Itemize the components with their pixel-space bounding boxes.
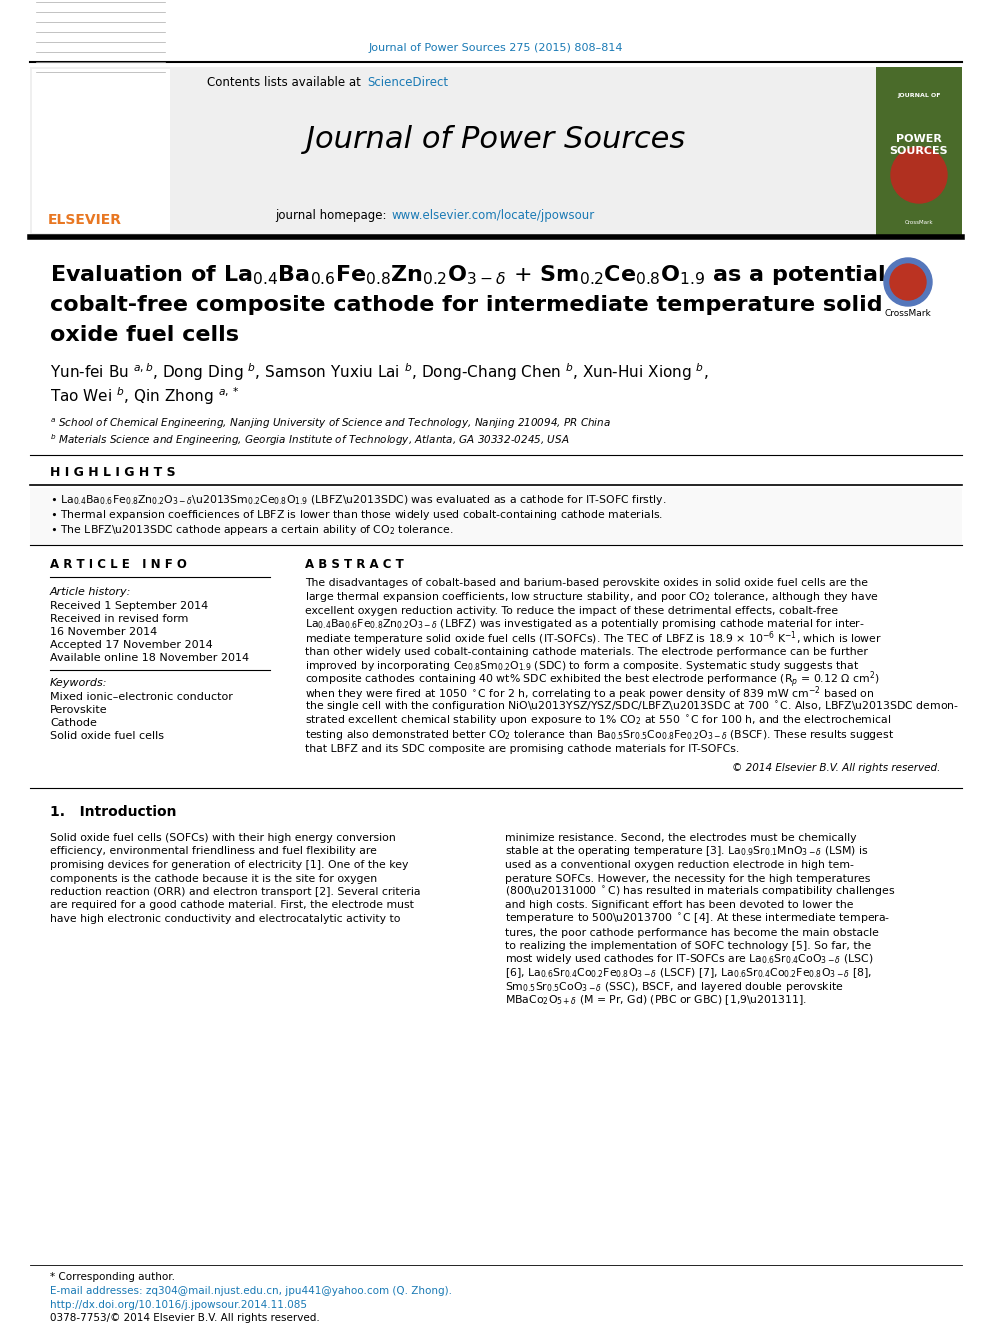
Text: Received 1 September 2014: Received 1 September 2014 — [50, 601, 208, 611]
Text: La$_{0.4}$Ba$_{0.6}$Fe$_{0.8}$Zn$_{0.2}$O$_{3-\delta}$ (LBFZ) was investigated a: La$_{0.4}$Ba$_{0.6}$Fe$_{0.8}$Zn$_{0.2}$… — [305, 618, 865, 631]
Text: mediate temperature solid oxide fuel cells (IT-SOFCs). The TEC of LBFZ is 18.9 $: mediate temperature solid oxide fuel cel… — [305, 628, 882, 647]
Text: when they were fired at 1050 $^\circ$C for 2 h, correlating to a peak power dens: when they were fired at 1050 $^\circ$C f… — [305, 684, 874, 703]
Text: components is the cathode because it is the site for oxygen: components is the cathode because it is … — [50, 873, 377, 884]
Text: 1.   Introduction: 1. Introduction — [50, 804, 177, 819]
Text: cobalt-free composite cathode for intermediate temperature solid: cobalt-free composite cathode for interm… — [50, 295, 883, 315]
Text: Tao Wei $^{b}$, Qin Zhong $^{a, *}$: Tao Wei $^{b}$, Qin Zhong $^{a, *}$ — [50, 385, 239, 407]
Text: promising devices for generation of electricity [1]. One of the key: promising devices for generation of elec… — [50, 860, 409, 871]
Text: used as a conventional oxygen reduction electrode in high tem-: used as a conventional oxygen reduction … — [505, 860, 854, 871]
Text: Received in revised form: Received in revised form — [50, 614, 188, 624]
Text: reduction reaction (ORR) and electron transport [2]. Several criteria: reduction reaction (ORR) and electron tr… — [50, 886, 421, 897]
Text: most widely used cathodes for IT-SOFCs are La$_{0.6}$Sr$_{0.4}$CoO$_{3-\delta}$ : most widely used cathodes for IT-SOFCs a… — [505, 953, 873, 967]
Text: Journal of Power Sources: Journal of Power Sources — [307, 126, 685, 155]
Text: [6], La$_{0.6}$Sr$_{0.4}$Co$_{0.2}$Fe$_{0.8}$O$_{3-\delta}$ (LSCF) [7], La$_{0.6: [6], La$_{0.6}$Sr$_{0.4}$Co$_{0.2}$Fe$_{… — [505, 966, 872, 980]
Text: $^{b}$ Materials Science and Engineering, Georgia Institute of Technology, Atlan: $^{b}$ Materials Science and Engineering… — [50, 433, 569, 448]
Circle shape — [891, 147, 947, 202]
Text: MBaCo$_2$O$_{5+\delta}$ (M = Pr, Gd) (PBC or GBC) [1,9\u201311].: MBaCo$_2$O$_{5+\delta}$ (M = Pr, Gd) (PB… — [505, 994, 806, 1007]
Text: oxide fuel cells: oxide fuel cells — [50, 325, 239, 345]
Text: 0378-7753/© 2014 Elsevier B.V. All rights reserved.: 0378-7753/© 2014 Elsevier B.V. All right… — [50, 1312, 319, 1323]
Circle shape — [884, 258, 932, 306]
Text: efficiency, environmental friendliness and fuel flexibility are: efficiency, environmental friendliness a… — [50, 847, 377, 856]
Text: and high costs. Significant effort has been devoted to lower the: and high costs. Significant effort has b… — [505, 901, 853, 910]
Text: tures, the poor cathode performance has become the main obstacle: tures, the poor cathode performance has … — [505, 927, 879, 938]
Text: minimize resistance. Second, the electrodes must be chemically: minimize resistance. Second, the electro… — [505, 833, 856, 843]
FancyBboxPatch shape — [876, 67, 962, 235]
Text: composite cathodes containing 40 wt% SDC exhibited the best electrode performanc: composite cathodes containing 40 wt% SDC… — [305, 669, 880, 691]
Text: Cathode: Cathode — [50, 718, 97, 728]
Text: temperature to 500\u2013700 $^\circ$C [4]. At these intermediate tempera-: temperature to 500\u2013700 $^\circ$C [4… — [505, 912, 890, 926]
Text: The disadvantages of cobalt-based and barium-based perovskite oxides in solid ox: The disadvantages of cobalt-based and ba… — [305, 578, 868, 587]
Text: H I G H L I G H T S: H I G H L I G H T S — [50, 467, 176, 479]
Text: stable at the operating temperature [3]. La$_{0.9}$Sr$_{0.1}$MnO$_{3-\delta}$ (L: stable at the operating temperature [3].… — [505, 844, 869, 859]
Text: A B S T R A C T: A B S T R A C T — [305, 558, 404, 572]
Text: ScienceDirect: ScienceDirect — [367, 75, 448, 89]
Text: CrossMark: CrossMark — [885, 310, 931, 319]
Text: $\bullet$ La$_{0.4}$Ba$_{0.6}$Fe$_{0.8}$Zn$_{0.2}$O$_{3-\delta}$\u2013Sm$_{0.2}$: $\bullet$ La$_{0.4}$Ba$_{0.6}$Fe$_{0.8}$… — [50, 493, 667, 507]
Text: E-mail addresses: zq304@mail.njust.edu.cn, jpu441@yahoo.com (Q. Zhong).: E-mail addresses: zq304@mail.njust.edu.c… — [50, 1286, 452, 1297]
Text: perature SOFCs. However, the necessity for the high temperatures: perature SOFCs. However, the necessity f… — [505, 873, 870, 884]
Text: Evaluation of La$_{0.4}$Ba$_{0.6}$Fe$_{0.8}$Zn$_{0.2}$O$_{3-\delta}$ $+$ Sm$_{0.: Evaluation of La$_{0.4}$Ba$_{0.6}$Fe$_{0… — [50, 263, 885, 287]
FancyBboxPatch shape — [32, 69, 170, 233]
Text: have high electronic conductivity and electrocatalytic activity to: have high electronic conductivity and el… — [50, 914, 401, 923]
Text: 16 November 2014: 16 November 2014 — [50, 627, 158, 636]
Text: $^{a}$ School of Chemical Engineering, Nanjing University of Science and Technol: $^{a}$ School of Chemical Engineering, N… — [50, 417, 611, 431]
Text: Solid oxide fuel cells (SOFCs) with their high energy conversion: Solid oxide fuel cells (SOFCs) with thei… — [50, 833, 396, 843]
Text: Journal of Power Sources 275 (2015) 808–814: Journal of Power Sources 275 (2015) 808–… — [369, 44, 623, 53]
Text: Article history:: Article history: — [50, 587, 131, 597]
Text: Keywords:: Keywords: — [50, 677, 107, 688]
Text: CrossMark: CrossMark — [905, 220, 933, 225]
Text: $\bullet$ The LBFZ\u2013SDC cathode appears a certain ability of CO$_2$ toleranc: $\bullet$ The LBFZ\u2013SDC cathode appe… — [50, 523, 453, 537]
FancyBboxPatch shape — [30, 488, 962, 545]
Text: * Corresponding author.: * Corresponding author. — [50, 1271, 175, 1282]
Circle shape — [890, 265, 926, 300]
Text: than other widely used cobalt-containing cathode materials. The electrode perfor: than other widely used cobalt-containing… — [305, 647, 868, 658]
Text: Available online 18 November 2014: Available online 18 November 2014 — [50, 654, 249, 663]
Text: large thermal expansion coefficients, low structure stability, and poor CO$_2$ t: large thermal expansion coefficients, lo… — [305, 590, 879, 603]
Text: testing also demonstrated better CO$_2$ tolerance than Ba$_{0.5}$Sr$_{0.5}$Co$_{: testing also demonstrated better CO$_2$ … — [305, 728, 894, 742]
Text: the single cell with the configuration NiO\u2013YSZ/YSZ/SDC/LBFZ\u2013SDC at 700: the single cell with the configuration N… — [305, 700, 959, 714]
Text: Perovskite: Perovskite — [50, 705, 107, 714]
Text: POWER
SOURCES: POWER SOURCES — [890, 134, 948, 156]
Text: Mixed ionic–electronic conductor: Mixed ionic–electronic conductor — [50, 692, 233, 703]
Text: excellent oxygen reduction activity. To reduce the impact of these detrimental e: excellent oxygen reduction activity. To … — [305, 606, 838, 615]
Text: $\bullet$ Thermal expansion coefficiences of LBFZ is lower than those widely use: $\bullet$ Thermal expansion coefficience… — [50, 508, 663, 523]
Text: improved by incorporating Ce$_{0.8}$Sm$_{0.2}$O$_{1.9}$ (SDC) to form a composit: improved by incorporating Ce$_{0.8}$Sm$_… — [305, 659, 859, 673]
Text: http://dx.doi.org/10.1016/j.jpowsour.2014.11.085: http://dx.doi.org/10.1016/j.jpowsour.201… — [50, 1301, 307, 1310]
Text: journal homepage:: journal homepage: — [275, 209, 390, 221]
Text: A R T I C L E   I N F O: A R T I C L E I N F O — [50, 558, 186, 572]
FancyBboxPatch shape — [30, 67, 962, 235]
Text: strated excellent chemical stability upon exposure to 1% CO$_2$ at 550 $^\circ$C: strated excellent chemical stability upo… — [305, 714, 891, 728]
Text: ELSEVIER: ELSEVIER — [48, 213, 122, 228]
Text: Accepted 17 November 2014: Accepted 17 November 2014 — [50, 640, 212, 650]
Text: © 2014 Elsevier B.V. All rights reserved.: © 2014 Elsevier B.V. All rights reserved… — [732, 763, 940, 774]
Text: Contents lists available at: Contents lists available at — [207, 75, 365, 89]
Text: that LBFZ and its SDC composite are promising cathode materials for IT-SOFCs.: that LBFZ and its SDC composite are prom… — [305, 744, 739, 754]
Text: Yun-fei Bu $^{a, b}$, Dong Ding $^{b}$, Samson Yuxiu Lai $^{b}$, Dong-Chang Chen: Yun-fei Bu $^{a, b}$, Dong Ding $^{b}$, … — [50, 361, 708, 382]
Text: to realizing the implementation of SOFC technology [5]. So far, the: to realizing the implementation of SOFC … — [505, 941, 871, 951]
Text: Sm$_{0.5}$Sr$_{0.5}$CoO$_{3-\delta}$ (SSC), BSCF, and layered double perovskite: Sm$_{0.5}$Sr$_{0.5}$CoO$_{3-\delta}$ (SS… — [505, 979, 843, 994]
Text: JOURNAL OF: JOURNAL OF — [897, 93, 940, 98]
Text: are required for a good cathode material. First, the electrode must: are required for a good cathode material… — [50, 901, 414, 910]
Text: Solid oxide fuel cells: Solid oxide fuel cells — [50, 732, 164, 741]
Text: (800\u20131000 $^\circ$C) has resulted in materials compatibility challenges: (800\u20131000 $^\circ$C) has resulted i… — [505, 885, 896, 900]
Text: www.elsevier.com/locate/jpowsour: www.elsevier.com/locate/jpowsour — [392, 209, 595, 221]
